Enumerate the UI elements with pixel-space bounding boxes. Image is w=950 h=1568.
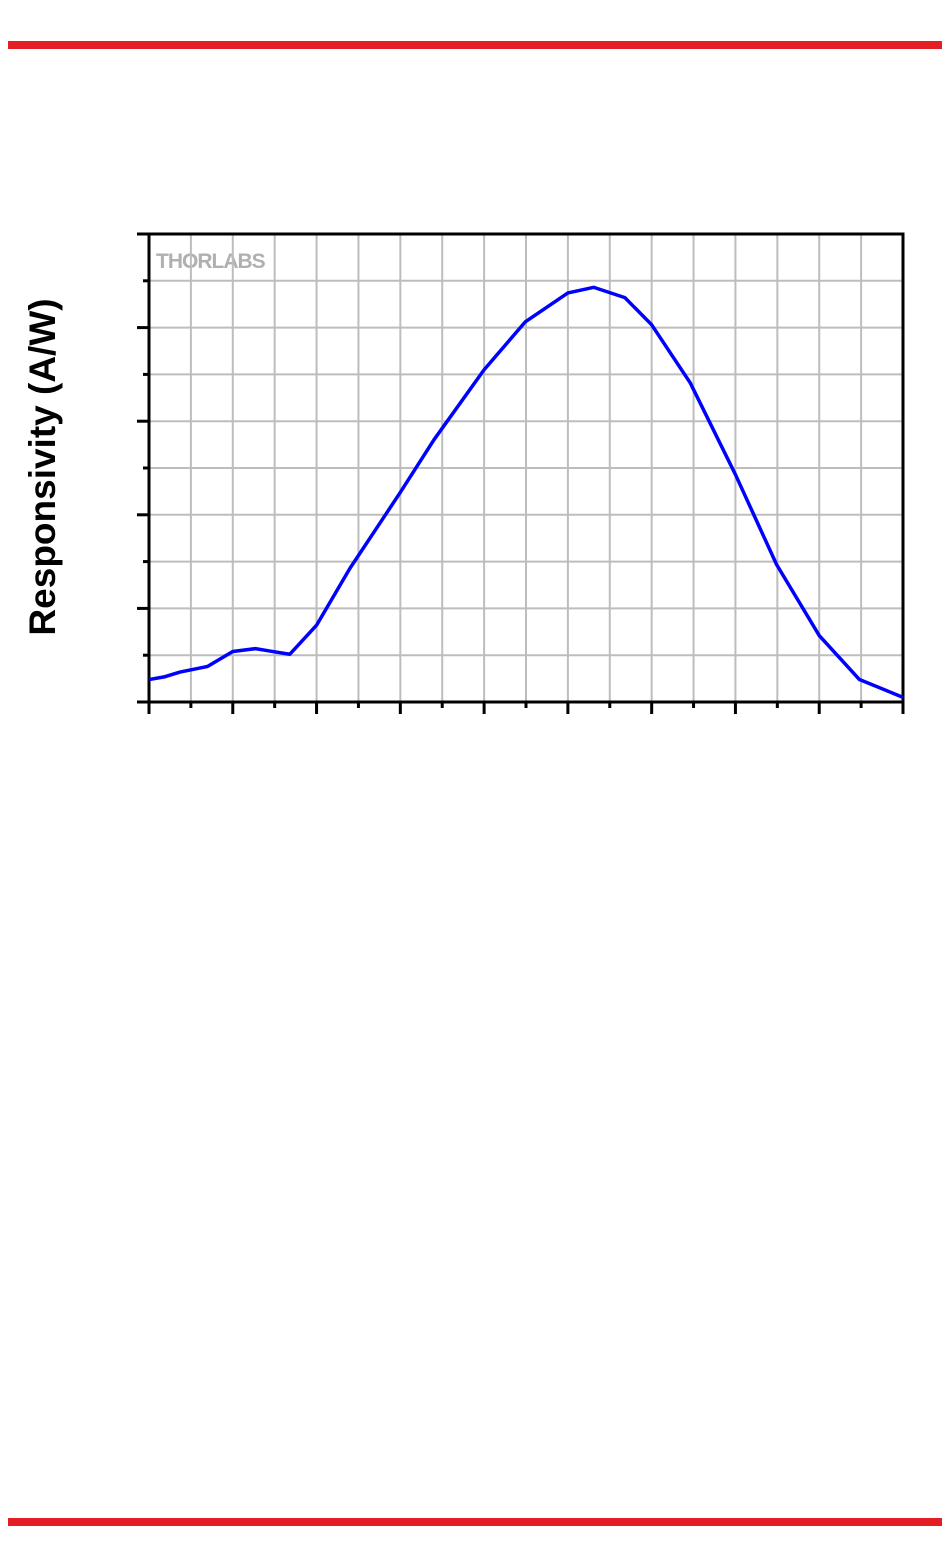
data-line xyxy=(148,285,904,699)
bottom-rule xyxy=(8,1518,942,1526)
logo-box xyxy=(151,236,271,280)
top-rule xyxy=(8,41,942,49)
y-axis-label: Responsivity (A/W) xyxy=(22,298,63,635)
logo: THORLABS xyxy=(156,250,266,273)
plot-frame xyxy=(147,232,905,704)
